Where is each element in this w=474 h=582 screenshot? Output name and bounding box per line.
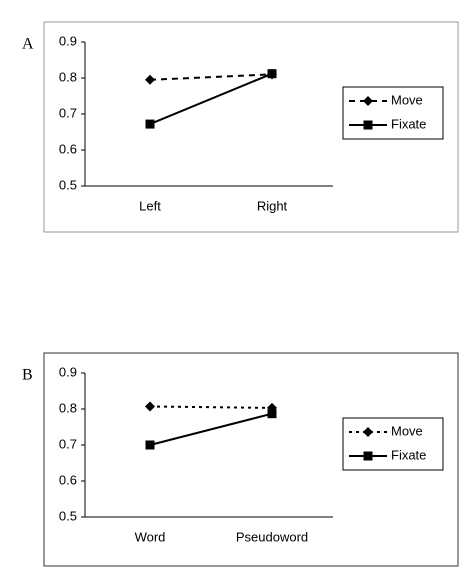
marker <box>145 401 155 412</box>
legend-label: Move <box>391 423 423 438</box>
y-tick-label: 0.8 <box>59 69 77 84</box>
panel-label: B <box>22 367 33 384</box>
panel-label: A <box>22 36 34 53</box>
y-tick-label: 0.7 <box>59 436 77 451</box>
marker <box>145 119 155 129</box>
series-line <box>149 72 273 126</box>
marker <box>363 120 373 130</box>
chart-frame <box>43 352 459 567</box>
legend-label: Move <box>391 92 423 107</box>
y-tick-label: 0.7 <box>59 105 77 120</box>
x-tick-label: Right <box>257 198 288 213</box>
y-tick-label: 0.9 <box>59 33 77 48</box>
y-tick-label: 0.9 <box>59 364 77 379</box>
marker <box>267 409 277 419</box>
series-line <box>149 412 273 446</box>
chart-frame <box>43 21 459 233</box>
marker <box>145 440 155 450</box>
marker <box>363 427 373 437</box>
y-tick-label: 0.6 <box>59 141 77 156</box>
y-tick-label: 0.6 <box>59 472 77 487</box>
x-tick-label: Pseudoword <box>236 529 308 544</box>
legend-box <box>342 417 444 471</box>
y-tick-label: 0.5 <box>59 177 77 192</box>
legend-label: Fixate <box>391 116 426 131</box>
y-tick-label: 0.8 <box>59 400 77 415</box>
marker <box>267 69 277 79</box>
x-tick-label: Word <box>135 529 166 544</box>
marker <box>145 74 155 85</box>
series-line <box>149 405 273 409</box>
x-tick-label: Left <box>139 198 161 213</box>
marker <box>363 96 373 106</box>
legend-label: Fixate <box>391 447 426 462</box>
y-tick-label: 0.5 <box>59 508 77 523</box>
marker <box>363 451 373 461</box>
series-line <box>149 73 273 81</box>
legend-box <box>342 86 444 140</box>
